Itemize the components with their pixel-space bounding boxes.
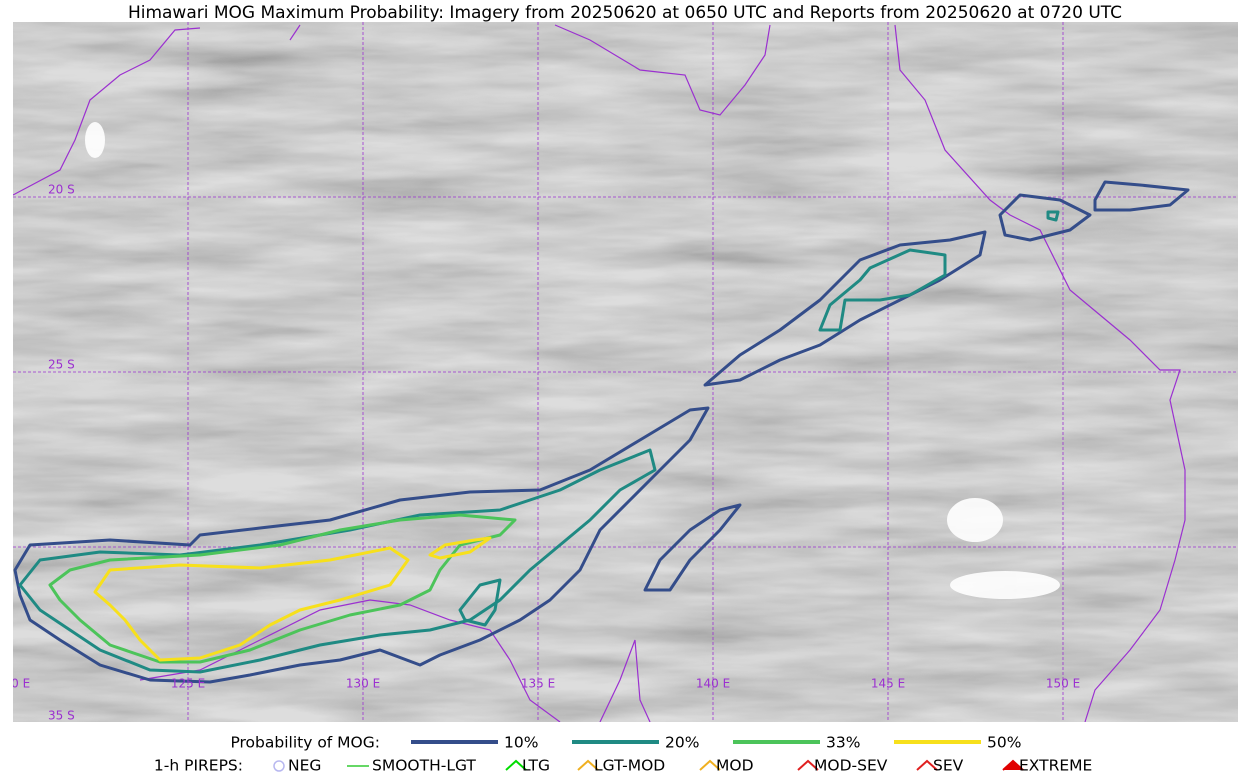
- legend-label: 10%: [504, 734, 538, 752]
- pirep-symbol: [1002, 759, 1024, 771]
- legend-label: 50%: [987, 734, 1021, 752]
- lat-label: 25 S: [48, 358, 75, 372]
- lon-label: 145 E: [871, 677, 905, 691]
- lat-label: 20 S: [48, 183, 75, 197]
- pirep-label: SEV: [933, 757, 964, 775]
- map: 20 S 25 S 35 S 120 E 125 E 130 E 135 E 140 E 14…: [0, 22, 1238, 723]
- pirep-symbol: [273, 760, 285, 772]
- pirep-label: LGT-MOD: [594, 757, 665, 775]
- lon-label: 120 E: [0, 677, 30, 691]
- pirep-label: MOD-SEV: [814, 757, 888, 775]
- legend: Probability of MOG: 10% 20% 33% 50% 1-h PIREP…: [154, 734, 1092, 775]
- lon-label: 150 E: [1046, 677, 1080, 691]
- contour: [643, 503, 742, 592]
- pirep-symbol: [699, 759, 721, 771]
- pirep-label: NEG: [288, 757, 321, 775]
- contour: [458, 210, 1060, 627]
- pirep-symbol: [505, 759, 527, 771]
- legend-label: 20%: [665, 734, 699, 752]
- lon-label: 130 E: [346, 677, 380, 691]
- lon-label: 125 E: [171, 677, 205, 691]
- lon-label: 135 E: [521, 677, 555, 691]
- contour: [13, 406, 710, 684]
- contour: [703, 230, 987, 387]
- contour: [998, 180, 1190, 242]
- pirep-label: EXTREME: [1019, 757, 1092, 775]
- pirep-label: LTG: [522, 757, 550, 775]
- pirep-symbol: [797, 759, 819, 771]
- lon-label: 140 E: [696, 677, 730, 691]
- pirep-label: MOD: [716, 757, 754, 775]
- legend-title: 1-h PIREPS:: [154, 757, 243, 775]
- pirep-label: SMOOTH-LGT: [372, 757, 476, 775]
- legend-title: Probability of MOG:: [230, 734, 380, 752]
- contour: [93, 536, 492, 662]
- coastlines: [13, 24, 1186, 722]
- contour: [818, 248, 947, 332]
- title: Himawari MOG Maximum Probability: Imager…: [128, 3, 1122, 23]
- bright-clouds: [85, 122, 1060, 599]
- contour: [48, 513, 517, 664]
- legend-label: 33%: [826, 734, 860, 752]
- probability-contours: [13, 180, 1190, 684]
- pirep-symbol: [916, 759, 938, 771]
- pirep-symbol: [577, 759, 599, 771]
- lat-label: 35 S: [48, 709, 75, 723]
